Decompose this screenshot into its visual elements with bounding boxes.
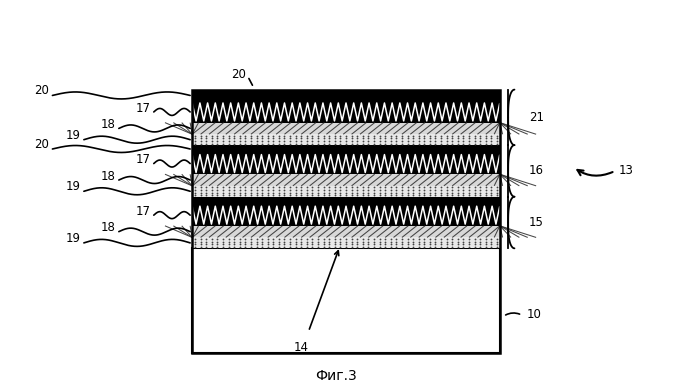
Bar: [192, 134, 500, 145]
Text: 10: 10: [526, 308, 541, 321]
Bar: [192, 101, 500, 123]
Bar: [192, 237, 500, 248]
Text: 19: 19: [66, 232, 81, 245]
Text: 17: 17: [136, 102, 151, 114]
Text: 20: 20: [34, 138, 50, 151]
Text: 16: 16: [529, 165, 544, 177]
Text: 19: 19: [66, 128, 81, 142]
Text: 20: 20: [34, 84, 50, 97]
Bar: [192, 186, 500, 197]
Text: 18: 18: [101, 221, 116, 234]
Bar: [192, 145, 500, 153]
Bar: [192, 174, 500, 186]
Text: Фиг.3: Фиг.3: [315, 369, 356, 383]
Text: 18: 18: [101, 170, 116, 183]
Bar: [192, 197, 500, 204]
Text: 19: 19: [66, 180, 81, 193]
Text: 14: 14: [294, 341, 309, 355]
Bar: [192, 204, 500, 226]
Bar: [192, 226, 500, 237]
Bar: [192, 90, 500, 101]
Text: 17: 17: [136, 205, 151, 218]
Text: 21: 21: [529, 111, 544, 124]
Bar: [192, 123, 500, 134]
Bar: [192, 153, 500, 174]
Text: 18: 18: [101, 118, 116, 131]
Bar: [192, 248, 500, 353]
Text: 17: 17: [136, 153, 151, 166]
Bar: [192, 90, 500, 353]
Text: 15: 15: [529, 216, 544, 229]
Text: 13: 13: [619, 165, 633, 177]
Text: 20: 20: [231, 68, 246, 81]
